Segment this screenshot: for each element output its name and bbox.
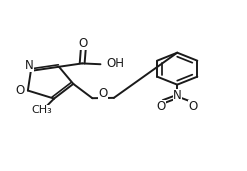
Text: O: O (157, 100, 166, 113)
Text: CH₃: CH₃ (32, 105, 52, 115)
Text: O: O (99, 88, 108, 101)
Text: N: N (25, 59, 34, 72)
Text: N: N (173, 89, 182, 102)
Text: O: O (15, 84, 25, 97)
Text: O: O (188, 100, 198, 113)
Text: O: O (79, 37, 88, 50)
Text: OH: OH (106, 57, 124, 70)
